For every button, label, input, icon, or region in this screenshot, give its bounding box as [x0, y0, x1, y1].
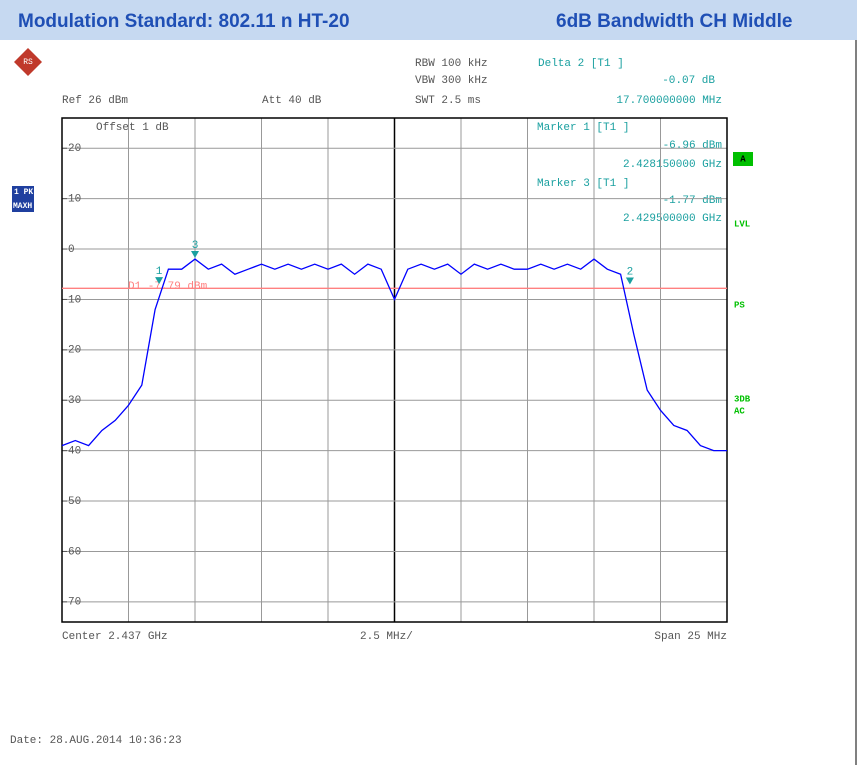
y-tick-label: 20 — [68, 345, 81, 357]
svg-text:RS: RS — [23, 58, 33, 67]
vbw: VBW 300 kHz — [415, 75, 488, 87]
marker3-level: -1.77 dBm — [663, 195, 723, 207]
title: Modulation Standard: 802.11 n HT-20 — [18, 11, 350, 32]
y-tick-label: 70 — [68, 597, 81, 609]
y-tick-label: 20 — [68, 143, 81, 155]
marker-label: 3 — [192, 240, 199, 252]
plot-frame — [61, 117, 728, 623]
att: Att 40 dB — [262, 95, 322, 107]
marker3-freq: 2.429500000 GHz — [623, 213, 722, 225]
marker — [191, 250, 199, 258]
marker-label: 1 — [156, 266, 163, 278]
side-lvl: LVL — [734, 219, 750, 229]
side-ac: AC — [734, 406, 745, 416]
ref: Ref 26 dBm — [62, 95, 128, 107]
offset: Offset 1 dB — [96, 122, 169, 134]
marker-label: 2 — [627, 266, 634, 278]
marker1-level: -6.96 dBm — [663, 140, 723, 152]
marker1-title: Marker 1 [T1 ] — [537, 122, 629, 134]
per-div: 2.5 MHz/ — [360, 631, 413, 643]
marker1-freq: 2.428150000 GHz — [623, 159, 722, 171]
y-tick-label: 0 — [68, 244, 75, 256]
y-tick-label: 10 — [68, 294, 81, 306]
delta-title: Delta 2 [T1 ] — [538, 58, 624, 70]
header-band — [0, 0, 857, 40]
side-a: A — [740, 154, 746, 164]
trace-label: MAXH — [13, 202, 32, 211]
rbw: RBW 100 kHz — [415, 58, 488, 70]
display-line-label: D1 -7.79 dBm — [128, 281, 208, 293]
marker — [155, 277, 164, 285]
center: Center 2.437 GHz — [62, 631, 168, 643]
side-ps: PS — [734, 300, 745, 310]
marker3-title: Marker 3 [T1 ] — [537, 178, 629, 190]
badge-a — [733, 152, 753, 166]
marker — [625, 277, 634, 285]
subtitle: 6dB Bandwidth CH Middle — [556, 11, 792, 32]
y-tick-label: 40 — [68, 446, 81, 458]
trace — [61, 258, 727, 452]
y-tick-label: 30 — [68, 395, 81, 407]
date: Date: 28.AUG.2014 10:36:23 — [10, 735, 182, 747]
delta-freq: 17.700000000 MHz — [616, 95, 722, 107]
y-tick-label: 10 — [68, 194, 81, 206]
trace-label: 1 PK — [14, 188, 33, 197]
span: Span 25 MHz — [654, 631, 727, 643]
trace-badge — [12, 186, 34, 212]
side-3db: 3DB — [734, 394, 751, 404]
delta-level: -0.07 dB — [662, 75, 715, 87]
y-tick-label: 60 — [68, 546, 81, 558]
logo: RS — [14, 48, 42, 76]
y-tick-label: 50 — [68, 496, 81, 508]
plot: 20 10 0 10 20 30 40 50 60 70 D1 -7.79 dBm 1 2 3 — [61, 117, 728, 623]
swt: SWT 2.5 ms — [415, 95, 481, 107]
